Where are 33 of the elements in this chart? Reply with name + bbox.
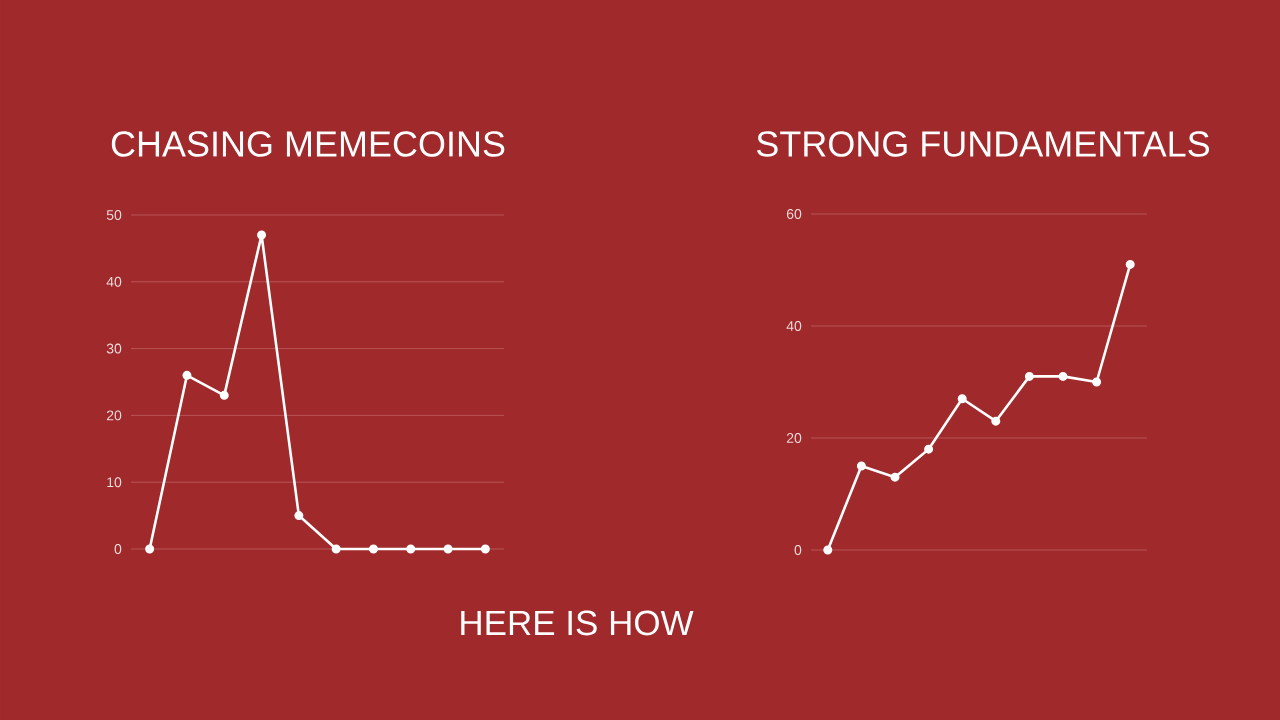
y-tick-label: 40	[786, 321, 802, 331]
y-tick-label: 0	[794, 545, 802, 555]
point	[823, 545, 833, 555]
point	[856, 461, 866, 471]
chart-title: STRONG FUNDAMENTALS	[756, 131, 1210, 157]
point	[145, 544, 155, 554]
point	[890, 472, 900, 482]
point	[406, 544, 416, 554]
point	[368, 544, 378, 554]
y-tick-label: 50	[106, 210, 122, 220]
y-tick-label: 10	[107, 477, 122, 488]
point	[1125, 259, 1135, 269]
text: HERE IS HOW	[461, 610, 694, 636]
y-tick-label: 20	[786, 433, 802, 443]
y-tick-label: 60	[786, 209, 802, 219]
point	[1058, 371, 1068, 381]
point	[294, 511, 304, 521]
y-tick-label: 40	[106, 276, 122, 287]
y-tick-label: 0	[114, 544, 122, 554]
point	[924, 444, 934, 454]
point	[1024, 371, 1034, 381]
point	[480, 544, 490, 554]
point	[182, 370, 192, 380]
point	[219, 390, 229, 400]
y-tick-label: 30	[106, 343, 122, 354]
point	[443, 544, 453, 554]
point	[331, 544, 341, 554]
point	[991, 416, 1001, 426]
point	[257, 230, 267, 240]
y-tick-label: 20	[106, 410, 122, 421]
chart-title: CHASING MEMECOINS	[111, 131, 505, 157]
point	[957, 394, 967, 404]
point	[1092, 377, 1102, 387]
